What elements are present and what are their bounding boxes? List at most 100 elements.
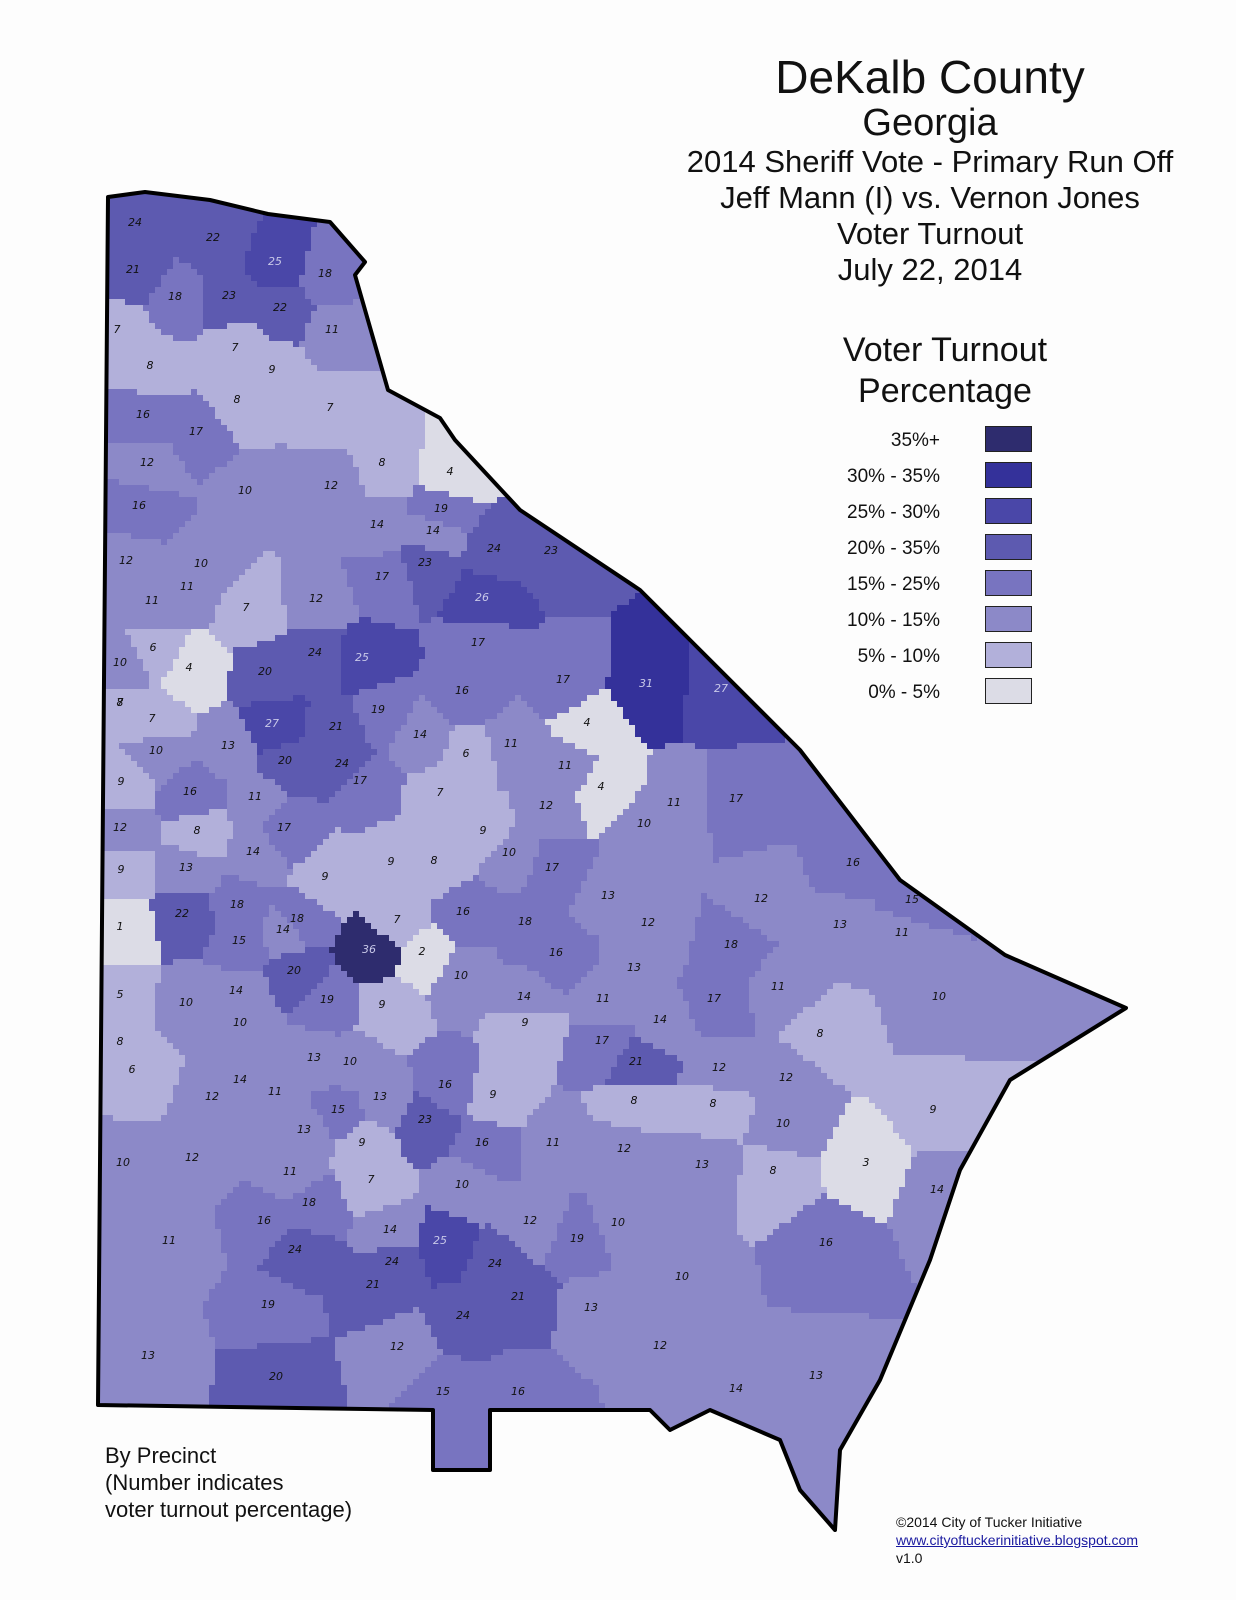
precinct-turnout-label: 18 [302,1196,316,1209]
precinct-area [209,875,275,929]
precinct-turnout-label: 24 [487,542,501,555]
precinct-turnout-label: 24 [488,1257,502,1270]
precinct-turnout-label: 6 [463,747,470,760]
precinct-turnout-label: 9 [379,998,386,1011]
legend-item-label: 15% - 25% [847,574,940,595]
precinct-turnout-label: 11 [558,759,572,772]
note-line: voter turnout percentage) [105,1497,353,1522]
precinct-area [533,737,599,797]
precinct-area [797,887,875,989]
precinct-area [491,1265,563,1349]
precinct-turnout-label: 19 [434,502,448,515]
precinct-turnout-label: 9 [269,363,276,376]
precinct-turnout-label: 19 [320,993,334,1006]
precinct-area [245,1139,335,1199]
legend-item-label: 5% - 10% [857,646,940,667]
precinct-area [359,1247,431,1301]
precinct-turnout-label: 12 [324,479,338,492]
precinct-turnout-label: 8 [710,1097,717,1110]
precinct-turnout-label: 14 [413,728,427,741]
precinct-area [479,821,539,893]
precinct-area [677,1037,761,1097]
precinct-turnout-label: 11 [145,594,159,607]
precinct-turnout-label: 16 [456,905,470,918]
title-line: July 22, 2014 [837,252,1023,287]
precinct-area [359,1055,413,1133]
legend-item: 30% - 35% [800,460,1100,496]
precinct-area [521,917,599,995]
precinct-turnout-label: 22 [206,231,220,244]
precinct-area [161,563,221,629]
title-line: Jeff Mann (I) vs. Vernon Jones [720,180,1140,215]
precinct-area [431,875,503,947]
precinct-turnout-label: 11 [546,1136,560,1149]
precinct-turnout-label: 17 [729,792,743,805]
precinct-turnout-label: 8 [631,1094,638,1107]
precinct-turnout-label: 12 [617,1142,631,1155]
precinct-turnout-label: 4 [584,716,591,729]
precinct-area [347,1193,425,1253]
precinct-turnout-label: 20 [278,754,292,767]
precinct-turnout-label: 13 [373,1090,387,1103]
precinct-area [98,1199,227,1307]
precinct-turnout-label: 10 [637,817,651,830]
precinct-area [425,947,503,1037]
precinct-area [98,611,149,689]
precinct-turnout-label: 11 [248,790,262,803]
precinct-turnout-label: 10 [194,557,208,570]
precinct-turnout-label: 27 [265,717,279,730]
precinct-area [227,767,287,827]
precinct-area [263,947,335,1013]
precinct-area [869,1055,1126,1157]
precinct-turnout-label: 17 [277,821,291,834]
precinct-area [419,1283,509,1361]
precinct-turnout-label: 25 [355,651,369,664]
precinct-area [281,371,419,449]
legend-title-line: Voter Turnout [842,331,1048,369]
precinct-turnout-label: 18 [724,938,738,951]
precinct-turnout-label: 24 [308,646,322,659]
precinct-area [155,845,227,893]
precinct-area [98,689,149,743]
precinct-area [155,761,227,821]
precinct-turnout-label: 21 [366,1278,380,1291]
precinct-area [305,689,365,755]
precinct-area [575,749,653,839]
copyright-text: ©2014 City of Tucker Initiative [896,1514,1083,1530]
legend-item-swatch [985,678,1032,704]
precinct-turnout-label: 7 [232,341,239,354]
source-link[interactable]: www.cityoftuckerinitiative.blogspot.com [896,1532,1138,1548]
precinct-turnout-label: 8 [117,1035,124,1048]
precinct-turnout-label: 12 [309,592,323,605]
precinct-area [353,671,419,755]
precinct-area [209,551,287,653]
precinct-turnout-label: 12 [205,1090,219,1103]
precinct-area [209,965,275,1013]
precinct-turnout-label: 13 [297,1123,311,1136]
precinct-area [287,965,359,1037]
precinct-area [161,629,233,713]
precinct-area [98,192,185,251]
legend-item-swatch [985,534,1032,560]
legend-item-swatch [985,606,1032,632]
precinct-area [98,809,161,851]
precinct-turnout-label: 11 [325,323,339,336]
precinct-area [239,695,311,755]
precinct-area [203,923,269,971]
precinct-area [551,1271,641,1385]
precinct-area [98,1043,185,1121]
precinct-area [329,497,407,557]
precinct-turnout-label: 14 [517,990,531,1003]
precinct-area [335,1031,395,1091]
precinct-turnout-label: 17 [375,570,389,583]
precinct-turnout-label: 9 [480,824,487,837]
map-title-block: DeKalb County Georgia 2014 Sheriff Vote … [660,52,1200,288]
precinct-area [767,1307,1126,1530]
legend-item-swatch [985,498,1032,524]
precinct-turnout-label: 18 [230,898,244,911]
precinct-area [419,1205,479,1289]
precinct-area [329,1121,401,1175]
precinct-turnout-label: 7 [243,601,250,614]
precinct-turnout-label: 10 [233,1016,247,1029]
